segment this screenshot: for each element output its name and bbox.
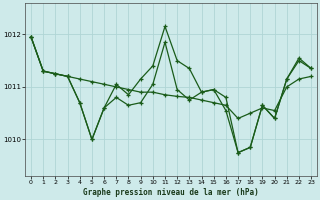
X-axis label: Graphe pression niveau de la mer (hPa): Graphe pression niveau de la mer (hPa) (83, 188, 259, 197)
